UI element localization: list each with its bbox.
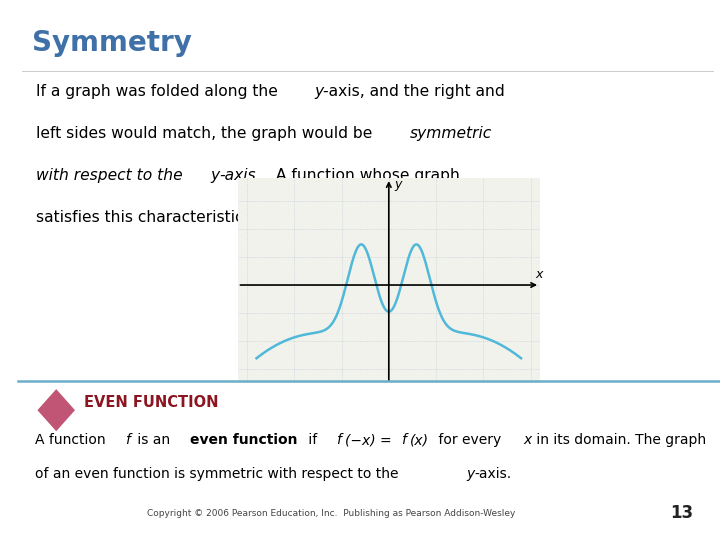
Text: Symmetry: Symmetry [32, 30, 192, 57]
Text: of an even function is symmetric with respect to the: of an even function is symmetric with re… [35, 467, 403, 481]
Text: EVEN FUNCTION: EVEN FUNCTION [84, 395, 218, 410]
Text: even function: even function [410, 210, 530, 225]
Text: 13: 13 [670, 504, 694, 522]
Text: .: . [529, 210, 534, 225]
Text: -axis.: -axis. [474, 467, 511, 481]
Text: for every: for every [434, 433, 505, 447]
Text: y: y [315, 84, 324, 99]
Text: f: f [125, 433, 130, 447]
Text: f: f [336, 433, 341, 447]
Text: x: x [535, 268, 542, 281]
Text: If a graph was folded along the: If a graph was folded along the [36, 84, 283, 99]
Text: symmetric: symmetric [410, 126, 492, 141]
Text: in its domain. The graph: in its domain. The graph [531, 433, 706, 447]
Text: x: x [523, 433, 531, 447]
Text: A function whose graph: A function whose graph [271, 167, 460, 183]
Text: satisfies this characteristic is called an: satisfies this characteristic is called … [36, 210, 341, 225]
Text: (x): (x) [410, 433, 428, 447]
Text: is an: is an [133, 433, 174, 447]
Text: y: y [210, 167, 219, 183]
Text: f: f [402, 433, 406, 447]
Text: A function: A function [35, 433, 110, 447]
Text: y: y [467, 467, 474, 481]
Text: if: if [304, 433, 322, 447]
Text: -axis.: -axis. [219, 167, 261, 183]
Text: y: y [395, 178, 402, 191]
Text: -axis, and the right and: -axis, and the right and [323, 84, 505, 99]
Text: Copyright © 2006 Pearson Education, Inc.  Publishing as Pearson Addison-Wesley: Copyright © 2006 Pearson Education, Inc.… [147, 509, 516, 517]
Text: (−x) =: (−x) = [345, 433, 395, 447]
Text: left sides would match, the graph would be: left sides would match, the graph would … [36, 126, 377, 141]
Text: even function: even function [190, 433, 297, 447]
Text: with respect to the: with respect to the [36, 167, 187, 183]
Polygon shape [37, 389, 75, 431]
